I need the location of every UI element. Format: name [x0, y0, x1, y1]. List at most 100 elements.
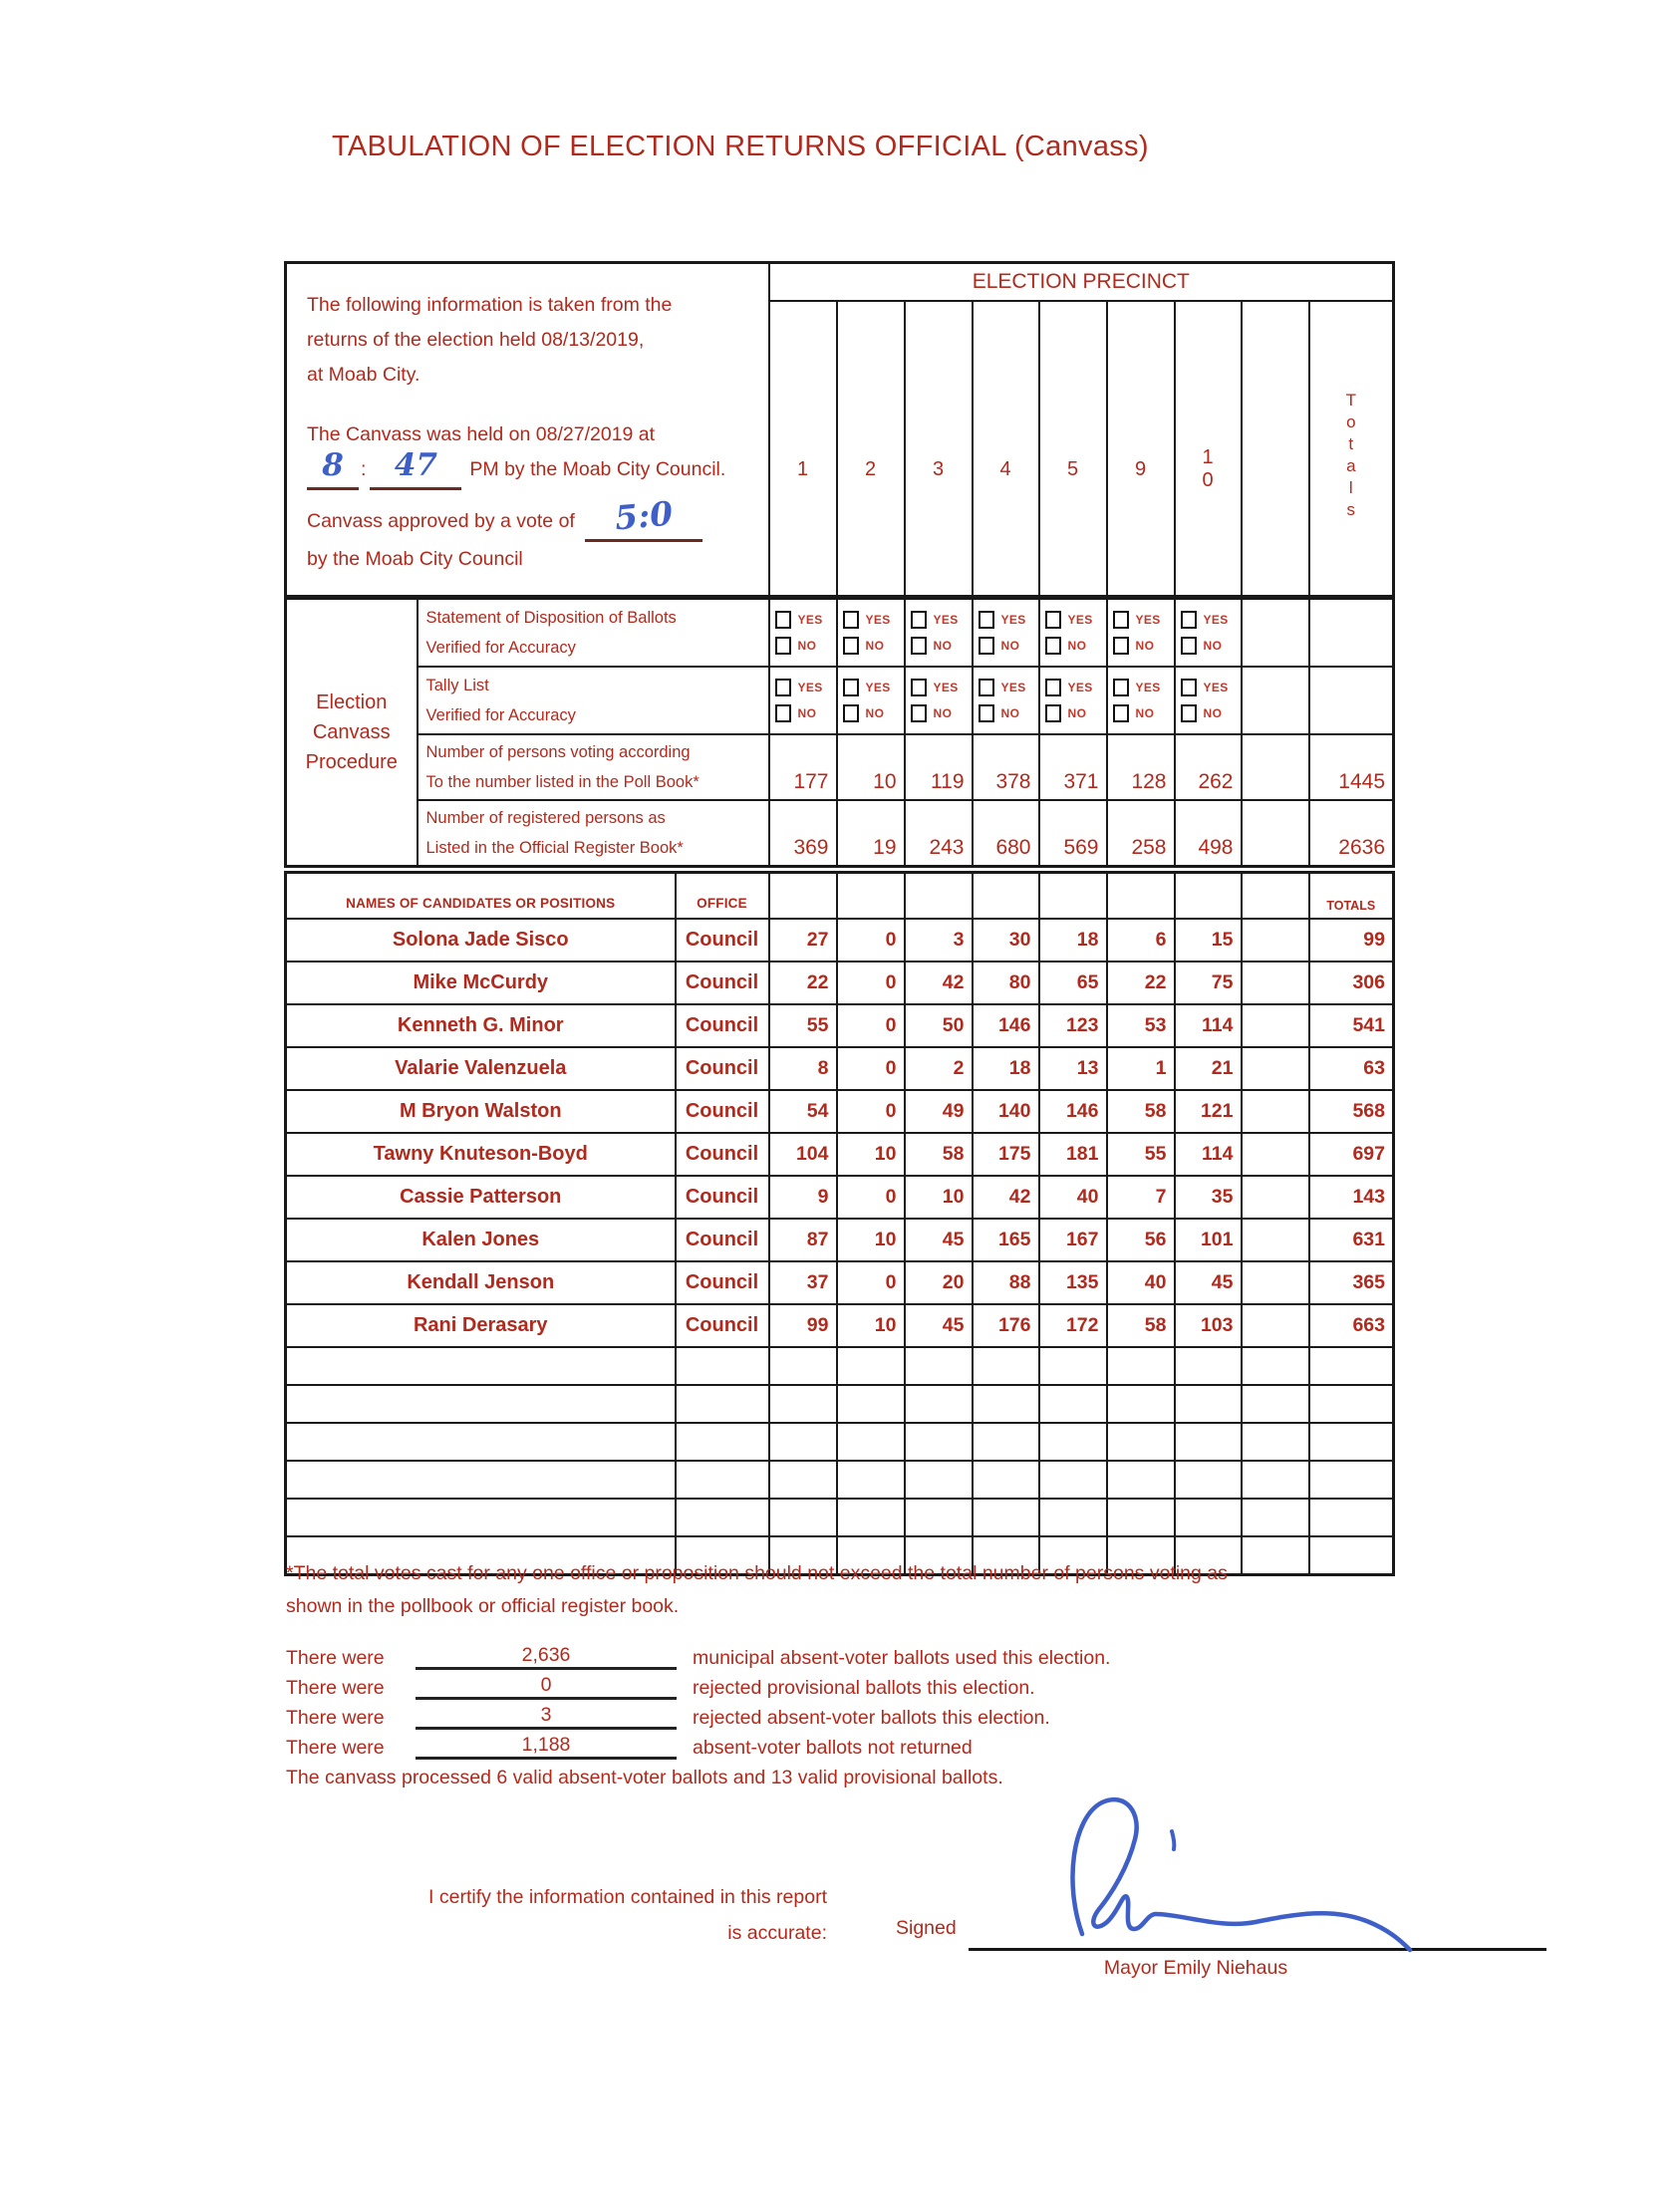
- empty-cell: [767, 1422, 838, 1462]
- empty-cell: [767, 1498, 838, 1537]
- no-checkbox: [910, 637, 927, 655]
- yes-label: YES: [865, 681, 891, 694]
- procedure-desc-cell: Statement of Disposition of Ballots Veri…: [416, 597, 770, 668]
- yes-no-cell: YES NO: [767, 666, 838, 735]
- certification-statement: I certify the information contained in t…: [329, 1879, 827, 1951]
- candidate-total-cell: 306: [1307, 961, 1395, 1005]
- vote-count-cell: 30: [971, 918, 1040, 962]
- vote-count-cell: 104: [767, 1132, 838, 1177]
- empty-cell: [767, 1460, 838, 1500]
- candidate-total-cell: 541: [1307, 1003, 1395, 1048]
- empty-cell: [674, 1498, 770, 1537]
- vote-count-cell: [1240, 961, 1310, 1005]
- vote-count-cell: 22: [1105, 961, 1176, 1005]
- candidate-rows: Solona Jade Sisco Council 27 0 3 30 18 6 15 99 Mik…: [284, 918, 1395, 1575]
- empty-cell: [1037, 1460, 1108, 1500]
- footnote: *The total votes cast for any one office…: [286, 1557, 1397, 1623]
- yes-no-cell: YES NO: [1173, 666, 1243, 735]
- precinct-number: 1: [796, 457, 809, 480]
- time-minutes-blank: 47: [370, 450, 462, 490]
- info-line: The following information is taken from …: [307, 294, 673, 316]
- candidate-total-cell: 631: [1307, 1218, 1395, 1262]
- yes-no-cell: YES NO: [903, 666, 974, 735]
- vote-count-cell: 3: [903, 918, 974, 962]
- blank-total-cell: [1307, 666, 1395, 735]
- precinct-count-cell: [1240, 733, 1310, 801]
- ballot-line-prefix: There were: [286, 1707, 385, 1729]
- canvass-time-line: 8: 47 PM by the Moab City Council.: [307, 450, 756, 490]
- vote-count-cell: 167: [1037, 1218, 1108, 1262]
- empty-cell: [903, 1460, 974, 1500]
- vote-count-cell: 0: [835, 918, 906, 962]
- empty-cell: [1307, 1422, 1395, 1462]
- precinct-column-label: 5: [1037, 300, 1108, 598]
- no-label: NO: [1000, 639, 1020, 653]
- checkbox-line: NO: [1044, 637, 1104, 655]
- precinct-column-label: 3: [903, 300, 974, 598]
- yes-label: YES: [1203, 681, 1229, 694]
- precinct-column-label: 1 0: [1173, 300, 1243, 598]
- ballot-summary: There were 2,636 municipal absent-voter ba…: [286, 1640, 1110, 1789]
- precinct-column-label: [1240, 300, 1310, 598]
- no-label: NO: [865, 639, 885, 653]
- signed-label: Signed: [896, 1917, 957, 1939]
- time-hour-blank: 8: [307, 450, 359, 490]
- no-label: NO: [933, 706, 953, 720]
- candidate-row: Rani Derasary Council 99 10 45 176 172 58 103 663: [284, 1303, 1395, 1348]
- empty-cell: [284, 1346, 677, 1386]
- no-label: NO: [1067, 639, 1087, 653]
- vote-count-cell: 181: [1037, 1132, 1108, 1177]
- procedure-row: Number of registered persons as Listed i…: [286, 799, 1395, 868]
- yes-checkbox: [1112, 679, 1129, 696]
- desc-line: Number of persons voting according: [425, 743, 691, 761]
- checkbox-line: YES: [1044, 679, 1104, 696]
- vote-count-cell: 37: [767, 1260, 838, 1305]
- ballot-line-text: absent-voter ballots not returned: [693, 1737, 973, 1759]
- precinct-header-table: The following information is taken from …: [284, 261, 1396, 598]
- empty-cell: [1240, 1498, 1310, 1537]
- yes-checkbox: [774, 611, 791, 629]
- empty-cell: [1307, 1460, 1395, 1500]
- vote-count-cell: 0: [835, 1046, 906, 1091]
- checkbox-line: NO: [774, 704, 834, 722]
- yes-checkbox: [842, 679, 859, 696]
- empty-cell: [1105, 1346, 1176, 1386]
- vote-count-cell: [1240, 1260, 1310, 1305]
- yes-checkbox: [978, 679, 994, 696]
- row-total-cell: 2636: [1307, 799, 1395, 868]
- candidate-row: Kendall Jenson Council 37 0 20 88 135 40 45 365: [284, 1260, 1395, 1305]
- candidates-header-row: NAMES OF CANDIDATES OR POSITIONS OFFICE …: [284, 871, 1395, 920]
- ballot-line: There were 3 rejected absent-voter ballots…: [286, 1700, 1110, 1730]
- empty-cell: [1173, 1535, 1243, 1575]
- info-line: The Canvass was held on 08/27/2019 at: [307, 423, 656, 445]
- yes-label: YES: [1203, 613, 1229, 627]
- yes-checkbox: [910, 679, 927, 696]
- vote-count-cell: 65: [1037, 961, 1108, 1005]
- checkbox-line: NO: [774, 637, 834, 655]
- yes-checkbox: [774, 679, 791, 696]
- yes-checkbox: [910, 611, 927, 629]
- yes-checkbox: [1044, 679, 1061, 696]
- vote-count-cell: 0: [835, 1003, 906, 1048]
- yes-no-cell: YES NO: [1105, 597, 1176, 668]
- time-colon: :: [361, 458, 367, 480]
- yes-no-cell: YES NO: [1105, 666, 1176, 735]
- empty-cell: [674, 1346, 770, 1386]
- info-line: Canvass approved by a vote of: [307, 510, 575, 532]
- vote-count-cell: 15: [1173, 918, 1243, 962]
- empty-cell: [1037, 1384, 1108, 1424]
- no-checkbox: [774, 704, 791, 722]
- precinct-count-cell: 128: [1105, 733, 1176, 801]
- vote-count-cell: 2: [903, 1046, 974, 1091]
- precinct-number: 5: [1066, 457, 1079, 480]
- empty-cell: [767, 1535, 838, 1575]
- precinct-count-cell: 243: [903, 799, 974, 868]
- candidate-total-cell: 143: [1307, 1175, 1395, 1220]
- precinct-column-label: 9: [1105, 300, 1176, 598]
- vote-count-cell: 10: [835, 1132, 906, 1177]
- empty-cell: [835, 1535, 906, 1575]
- empty-cell: [835, 1422, 906, 1462]
- vote-count-cell: 123: [1037, 1003, 1108, 1048]
- desc-line: Statement of Disposition of Ballots: [425, 609, 677, 627]
